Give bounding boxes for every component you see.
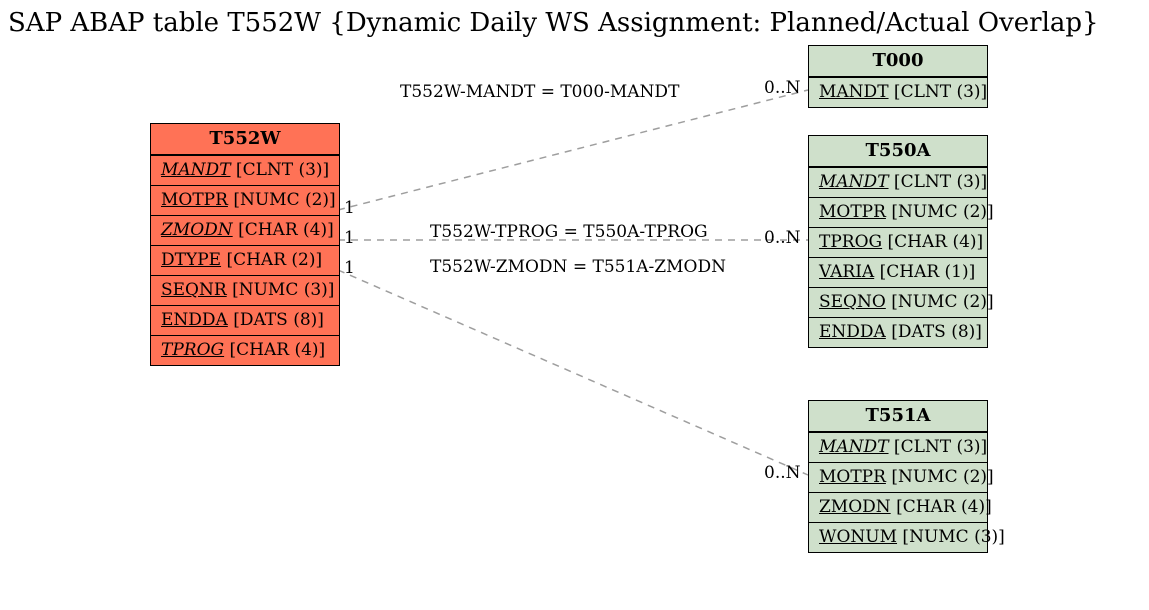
field-name: DTYPE	[161, 250, 221, 270]
field-name: MOTPR	[819, 202, 886, 222]
field-type: [NUMC (3)]	[227, 280, 335, 300]
field-type: [NUMC (2)]	[228, 190, 336, 210]
relationship-edge	[338, 270, 808, 475]
field-name: MANDT	[819, 82, 889, 102]
field-name: MANDT	[161, 160, 231, 180]
field-name: ZMODN	[161, 220, 233, 240]
field-name: MANDT	[819, 172, 889, 192]
field-type: [CHAR (1)]	[874, 262, 975, 282]
field-type: [CHAR (4)]	[233, 220, 334, 240]
cardinality-target: 0..N	[764, 78, 801, 98]
field-name: MOTPR	[161, 190, 228, 210]
field-type: [NUMC (2)]	[886, 467, 994, 487]
field-type: [DATS (8)]	[886, 322, 982, 342]
field-type: [DATS (8)]	[228, 310, 324, 330]
entity-header: T550A	[809, 136, 987, 167]
cardinality-target: 0..N	[764, 228, 801, 248]
field-type: [CHAR (4)]	[891, 497, 992, 517]
field-type: [CHAR (2)]	[221, 250, 322, 270]
field-type: [CLNT (3)]	[231, 160, 330, 180]
field-name: ENDDA	[161, 310, 228, 330]
entity-header: T552W	[151, 124, 339, 155]
field-type: [NUMC (2)]	[886, 202, 994, 222]
field-type: [CLNT (3)]	[889, 172, 988, 192]
entity-field: TPROG [CHAR (4)]	[809, 227, 987, 257]
entity-field: SEQNR [NUMC (3)]	[151, 275, 339, 305]
cardinality-target: 0..N	[764, 463, 801, 483]
field-name: TPROG	[161, 340, 224, 360]
entity-field: DTYPE [CHAR (2)]	[151, 245, 339, 275]
entity-t552w: T552WMANDT [CLNT (3)]MOTPR [NUMC (2)]ZMO…	[150, 123, 340, 366]
cardinality-source: 1	[344, 258, 355, 278]
entity-field: WONUM [NUMC (3)]	[809, 522, 987, 552]
entity-field: MANDT [CLNT (3)]	[809, 432, 987, 462]
entity-header: T000	[809, 46, 987, 77]
entity-field: MOTPR [NUMC (2)]	[809, 462, 987, 492]
field-type: [CLNT (3)]	[889, 82, 988, 102]
field-name: MOTPR	[819, 467, 886, 487]
field-name: TPROG	[819, 232, 882, 252]
entity-field: MANDT [CLNT (3)]	[151, 155, 339, 185]
entity-field: TPROG [CHAR (4)]	[151, 335, 339, 365]
field-name: ZMODN	[819, 497, 891, 517]
entity-header: T551A	[809, 401, 987, 432]
entity-t000: T000MANDT [CLNT (3)]	[808, 45, 988, 108]
cardinality-source: 1	[344, 228, 355, 248]
entity-field: ENDDA [DATS (8)]	[151, 305, 339, 335]
entity-field: SEQNO [NUMC (2)]	[809, 287, 987, 317]
entity-t550a: T550AMANDT [CLNT (3)]MOTPR [NUMC (2)]TPR…	[808, 135, 988, 348]
field-type: [NUMC (3)]	[897, 527, 1005, 547]
field-name: WONUM	[819, 527, 897, 547]
edge-label: T552W-MANDT = T000-MANDT	[400, 82, 679, 102]
entity-field: MANDT [CLNT (3)]	[809, 77, 987, 107]
edge-label: T552W-ZMODN = T551A-ZMODN	[430, 257, 726, 277]
entity-field: ZMODN [CHAR (4)]	[809, 492, 987, 522]
relationship-edge	[338, 90, 808, 210]
field-name: ENDDA	[819, 322, 886, 342]
entity-field: MANDT [CLNT (3)]	[809, 167, 987, 197]
edge-label: T552W-TPROG = T550A-TPROG	[430, 222, 708, 242]
field-name: MANDT	[819, 437, 889, 457]
field-type: [CHAR (4)]	[224, 340, 325, 360]
cardinality-source: 1	[344, 198, 355, 218]
field-name: SEQNO	[819, 292, 886, 312]
field-name: VARIA	[819, 262, 874, 282]
entity-field: MOTPR [NUMC (2)]	[809, 197, 987, 227]
field-type: [NUMC (2)]	[886, 292, 994, 312]
entity-field: ENDDA [DATS (8)]	[809, 317, 987, 347]
entity-field: MOTPR [NUMC (2)]	[151, 185, 339, 215]
field-name: SEQNR	[161, 280, 227, 300]
field-type: [CHAR (4)]	[882, 232, 983, 252]
field-type: [CLNT (3)]	[889, 437, 988, 457]
entity-t551a: T551AMANDT [CLNT (3)]MOTPR [NUMC (2)]ZMO…	[808, 400, 988, 553]
entity-field: ZMODN [CHAR (4)]	[151, 215, 339, 245]
page-title: SAP ABAP table T552W {Dynamic Daily WS A…	[8, 8, 1099, 38]
entity-field: VARIA [CHAR (1)]	[809, 257, 987, 287]
